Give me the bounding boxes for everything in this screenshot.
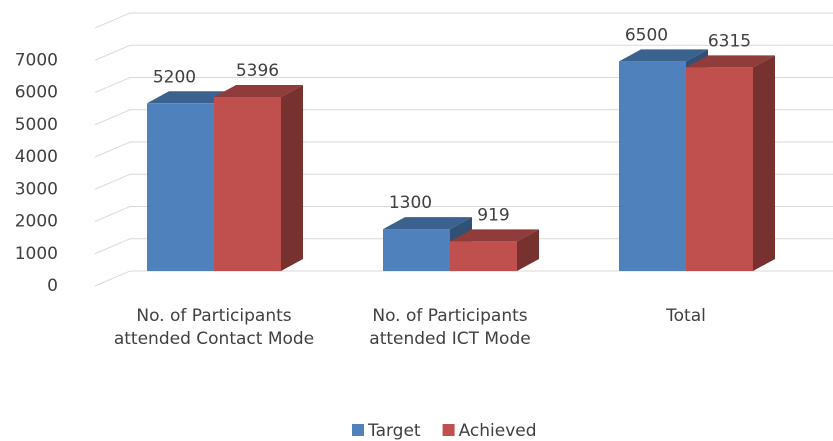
- grid-line: [94, 77, 833, 93]
- y-tick-label: 3000: [15, 179, 58, 199]
- x-tick-label: Total: [666, 306, 706, 326]
- data-label: 5200: [153, 67, 196, 87]
- grid-line: [94, 141, 833, 158]
- y-tick-label: 7000: [15, 50, 58, 70]
- grid-line: [94, 109, 833, 126]
- bar-side: [753, 55, 775, 272]
- bar: [147, 103, 214, 271]
- bar-top: [450, 229, 539, 242]
- data-label: 6500: [625, 25, 668, 45]
- grid-line: [94, 173, 833, 190]
- y-tick-label: 0: [47, 276, 58, 296]
- y-tick-label: 1000: [15, 244, 58, 264]
- data-label: 5396: [236, 61, 279, 81]
- bar-top: [686, 55, 775, 68]
- legend-label: Target: [367, 421, 421, 441]
- grid-line: [94, 12, 833, 29]
- legend-swatch: [352, 424, 364, 436]
- data-label: 6315: [708, 31, 751, 51]
- bar: [383, 229, 450, 271]
- grid-line: [94, 206, 833, 222]
- data-label: 919: [477, 205, 509, 225]
- data-label: 1300: [389, 193, 432, 213]
- grid-line: [94, 44, 833, 61]
- bar-top: [383, 217, 472, 230]
- bar: [619, 61, 686, 271]
- bar-side: [517, 229, 539, 271]
- bar-top: [619, 49, 708, 62]
- y-tick-label: 4000: [15, 147, 58, 167]
- bar: [450, 241, 517, 271]
- bar-side: [281, 84, 303, 271]
- legend-label: Achieved: [459, 421, 537, 441]
- legend-swatch: [442, 424, 455, 436]
- y-tick-label: 2000: [15, 212, 58, 232]
- bar-top: [214, 84, 303, 97]
- x-tick-label: No. of Participants attended ICT Mode: [369, 306, 531, 349]
- x-tick-label: No. of Participants attended Contact Mod…: [113, 306, 315, 349]
- bar: [686, 67, 753, 271]
- grid-line: [94, 270, 833, 287]
- grid-line: [94, 238, 833, 255]
- bar: [214, 96, 281, 271]
- y-tick-label: 6000: [15, 83, 58, 103]
- bar-top: [147, 91, 236, 104]
- y-tick-label: 5000: [15, 115, 58, 135]
